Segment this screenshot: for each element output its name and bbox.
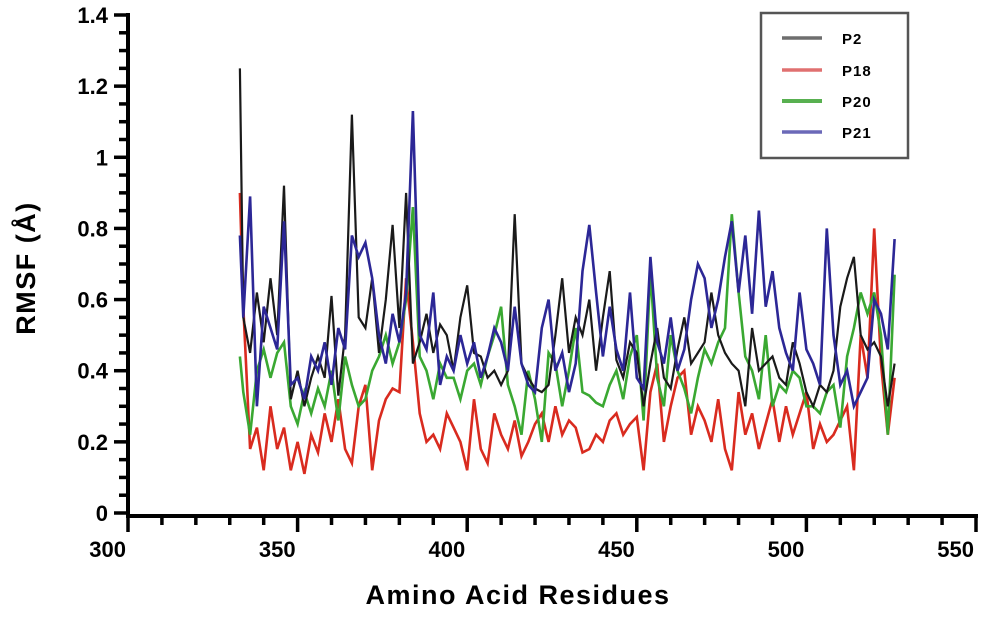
series-line-p21 <box>238 110 896 411</box>
x-tick-label: 500 <box>768 537 805 562</box>
y-tick-label: 0.4 <box>77 359 108 384</box>
y-tick-label: 0 <box>96 501 108 526</box>
y-tick-label: 0.6 <box>77 288 108 313</box>
x-tick-label: 300 <box>89 537 126 562</box>
legend-label-p2: P2 <box>842 31 862 48</box>
series-line-p2 <box>238 68 896 410</box>
y-tick-label: 0.2 <box>77 430 108 455</box>
legend-item-p21: P21 <box>782 125 872 142</box>
plot-lines <box>238 68 896 475</box>
legend-item-p2: P2 <box>782 31 862 48</box>
x-axis-title: Amino Acid Residues <box>365 580 670 610</box>
series-line-p20 <box>238 207 896 443</box>
y-tick-label: 1 <box>96 145 108 170</box>
legend-label-p21: P21 <box>842 125 872 142</box>
legend-item-p20: P20 <box>782 94 872 111</box>
y-axis-title: RMSF (Å) <box>10 201 41 334</box>
legend: P2 P18 P20 P21 <box>759 11 910 160</box>
x-axis: 300 350 400 450 500 550 <box>89 514 978 562</box>
y-axis: 0 0.2 0.4 0.6 0.8 1 1.2 1.4 <box>77 3 130 526</box>
y-tick-label: 0.8 <box>77 216 108 241</box>
x-tick-label: 550 <box>937 537 974 562</box>
legend-item-p18: P18 <box>782 63 872 80</box>
legend-label-p20: P20 <box>842 94 872 111</box>
y-tick-label: 1.4 <box>77 3 108 28</box>
legend-box <box>759 11 910 160</box>
x-tick-label: 450 <box>598 537 635 562</box>
x-tick-label: 400 <box>428 537 465 562</box>
x-tick-label: 350 <box>259 537 296 562</box>
y-tick-label: 1.2 <box>77 74 108 99</box>
legend-label-p18: P18 <box>842 63 872 80</box>
series-line-p18 <box>238 192 896 475</box>
